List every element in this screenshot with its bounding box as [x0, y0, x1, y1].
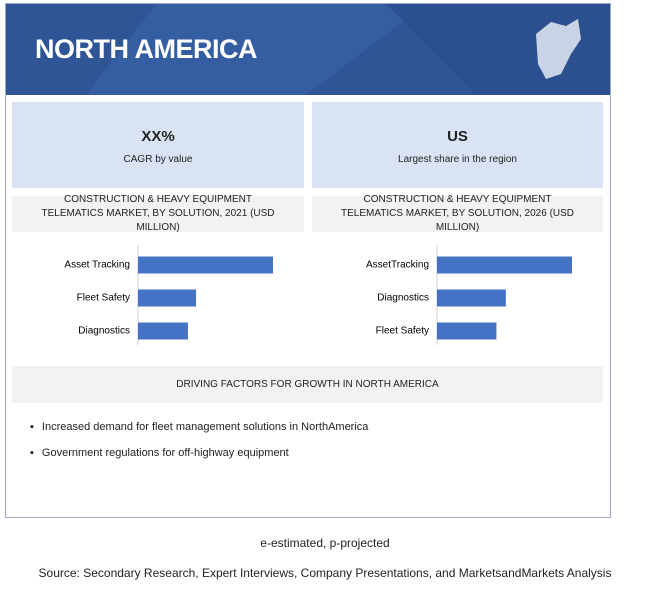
category-label: AssetTracking: [366, 260, 429, 271]
header: [6, 4, 610, 95]
category-label: Fleet Safety: [376, 326, 429, 337]
bullet-item: Government regulations for off-highway e…: [30, 447, 289, 459]
bar: [138, 289, 197, 307]
header-background: [86, 4, 610, 95]
category-label: Asset Tracking: [64, 260, 130, 271]
chart-title: CONSTRUCTION & HEAVY EQUIPMENT TELEMATIC…: [312, 194, 603, 233]
panel: [5, 3, 611, 518]
stat-box: XX% CAGR by value: [12, 102, 304, 188]
category-label: Fleet Safety: [77, 293, 130, 304]
stat-value: XX%: [141, 128, 175, 145]
category-label: Diagnostics: [377, 293, 429, 304]
bar: [437, 322, 497, 340]
bar-chart: Asset Tracking Fleet Safety Diagnostics: [64, 245, 273, 345]
bar-chart: AssetTracking Diagnostics Fleet Safety: [366, 245, 572, 345]
chart-title: CONSTRUCTION & HEAVY EQUIPMENT TELEMATIC…: [12, 194, 304, 233]
stat-value: US: [447, 128, 468, 145]
stat-label: Largest share in the region: [398, 154, 517, 165]
bar: [138, 322, 188, 340]
stat-box: US Largest share in the region: [312, 102, 603, 188]
category-label: Diagnostics: [78, 326, 130, 337]
bullet-item: Increased demand for fleet management so…: [30, 421, 369, 433]
section-title: DRIVING FACTORS FOR GROWTH IN NORTH AMER…: [12, 366, 603, 403]
stat-label: CAGR by value: [123, 154, 193, 165]
bar: [437, 256, 572, 274]
bar: [138, 256, 273, 274]
footnote: e-estimated, p-projected: [260, 536, 390, 550]
bar: [437, 289, 506, 307]
source: Source: Secondary Research, Expert Inter…: [38, 566, 612, 580]
header-title: NORTH AMERICA: [35, 34, 258, 64]
